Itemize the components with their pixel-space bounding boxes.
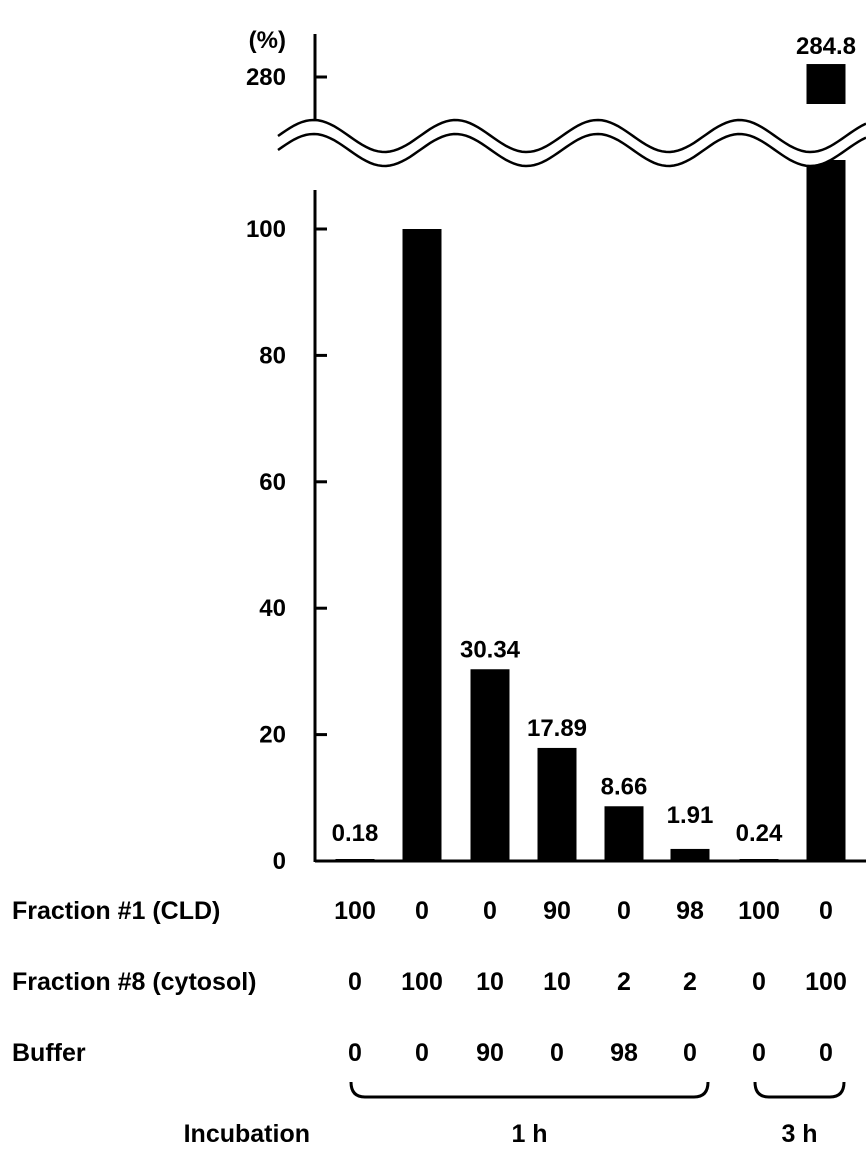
- incubation-label: Incubation: [184, 1120, 310, 1148]
- data-label: 17.89: [527, 715, 587, 742]
- condition-cell: 100: [738, 897, 780, 925]
- data-label: 0.18: [332, 820, 379, 847]
- condition-cell: 0: [819, 897, 833, 925]
- bar-6: [670, 848, 710, 861]
- condition-cell: 0: [415, 1039, 429, 1067]
- bar-2: [402, 229, 442, 861]
- condition-cell: 0: [752, 968, 766, 996]
- axis-break-line-lower: [277, 132, 866, 168]
- axis-break-line-upper: [277, 118, 866, 154]
- condition-cell: 100: [805, 968, 847, 996]
- incubation-group-label: 1 h: [511, 1120, 547, 1148]
- y-tick-label: 100: [246, 216, 286, 243]
- condition-cell: 10: [476, 968, 504, 996]
- condition-cell: 0: [819, 1039, 833, 1067]
- condition-cell: 90: [476, 1039, 504, 1067]
- condition-cell: 98: [610, 1039, 638, 1067]
- data-label: 30.34: [460, 636, 521, 663]
- condition-cell: 2: [683, 968, 697, 996]
- row-label: Fraction #8 (cytosol): [12, 968, 257, 996]
- condition-cell: 0: [348, 968, 362, 996]
- y-tick-label: 40: [259, 595, 286, 622]
- condition-cell: 100: [401, 968, 443, 996]
- data-label: 8.66: [601, 773, 648, 800]
- data-label: 1.91: [667, 802, 714, 829]
- row-label: Buffer: [12, 1039, 86, 1067]
- condition-cell: 10: [543, 968, 571, 996]
- row-label: Fraction #1 (CLD): [12, 897, 220, 925]
- condition-cell: 0: [752, 1039, 766, 1067]
- incubation-bracket: [349, 1081, 710, 1099]
- bar-8-upper: [806, 64, 846, 104]
- condition-cell: 100: [334, 897, 376, 925]
- bar-8-lower: [806, 160, 846, 861]
- y-axis-label: (%): [249, 27, 286, 54]
- condition-cell: 0: [483, 897, 497, 925]
- condition-cell: 0: [683, 1039, 697, 1067]
- incubation-group-label: 3 h: [781, 1120, 817, 1148]
- condition-cell: 2: [617, 968, 631, 996]
- incubation-bracket: [753, 1081, 846, 1099]
- bar-3: [470, 669, 510, 861]
- bar-4: [537, 747, 577, 861]
- condition-cell: 0: [415, 897, 429, 925]
- condition-cell: 98: [676, 897, 704, 925]
- y-tick-label: 80: [259, 342, 286, 369]
- condition-cell: 0: [348, 1039, 362, 1067]
- condition-cell: 90: [543, 897, 571, 925]
- condition-cell: 0: [550, 1039, 564, 1067]
- data-label: 0.24: [736, 820, 783, 847]
- condition-cell: 0: [617, 897, 631, 925]
- data-label: 284.8: [796, 33, 856, 60]
- y-tick-label: 60: [259, 469, 286, 496]
- bar-5: [604, 806, 644, 861]
- y-tick-label: 0: [273, 848, 286, 875]
- y-tick-label: 20: [259, 722, 286, 749]
- y-tick-label: 280: [246, 64, 286, 91]
